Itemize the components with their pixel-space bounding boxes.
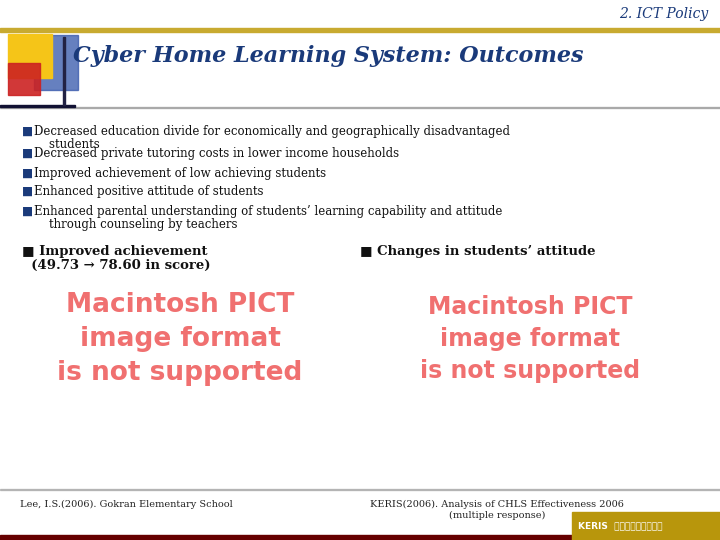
Text: ■: ■ (22, 205, 33, 218)
Bar (0, 535, 720, 540)
Text: Enhanced positive attitude of students: Enhanced positive attitude of students (34, 185, 264, 198)
Text: ■ Improved achievement: ■ Improved achievement (22, 245, 207, 258)
Text: KERIS(2006). Analysis of CHLS Effectiveness 2006
(multiple response): KERIS(2006). Analysis of CHLS Effectiven… (370, 500, 624, 519)
Text: Cyber Home Learning System: Outcomes: Cyber Home Learning System: Outcomes (73, 45, 583, 67)
Bar (63, 37, 65, 105)
Text: ■: ■ (22, 185, 33, 198)
Text: Improved achievement of low achieving students: Improved achievement of low achieving st… (34, 167, 326, 180)
Text: ■: ■ (22, 147, 33, 160)
Text: ■: ■ (22, 125, 33, 138)
Bar (572, 512, 720, 540)
Text: Macintosh PICT
image format
is not supported: Macintosh PICT image format is not suppo… (420, 295, 640, 383)
Bar (0, 28, 720, 32)
Text: (49.73 → 78.60 in score): (49.73 → 78.60 in score) (22, 259, 210, 272)
Bar (34, 35, 78, 90)
Text: Enhanced parental understanding of students’ learning capability and attitude: Enhanced parental understanding of stude… (34, 205, 503, 218)
Bar (0, 105, 75, 107)
Text: KERIS  한국교육학술정보원: KERIS 한국교육학술정보원 (578, 522, 662, 530)
Text: 2. ICT Policy: 2. ICT Policy (618, 7, 708, 21)
Text: Lee, I.S.(2006). Gokran Elementary School: Lee, I.S.(2006). Gokran Elementary Schoo… (20, 500, 233, 509)
Bar (0, 489, 720, 490)
Text: ■ Changes in students’ attitude: ■ Changes in students’ attitude (360, 245, 595, 258)
Text: ■: ■ (22, 167, 33, 180)
Bar (0, 106, 720, 108)
Text: students: students (34, 138, 100, 151)
Text: through counseling by teachers: through counseling by teachers (34, 218, 238, 231)
Bar (8, 63, 40, 95)
Text: Macintosh PICT
image format
is not supported: Macintosh PICT image format is not suppo… (58, 292, 302, 386)
Text: Decreased education divide for economically and geographically disadvantaged: Decreased education divide for economica… (34, 125, 510, 138)
Text: Decreased private tutoring costs in lower income households: Decreased private tutoring costs in lowe… (34, 147, 399, 160)
Bar (8, 34, 52, 78)
